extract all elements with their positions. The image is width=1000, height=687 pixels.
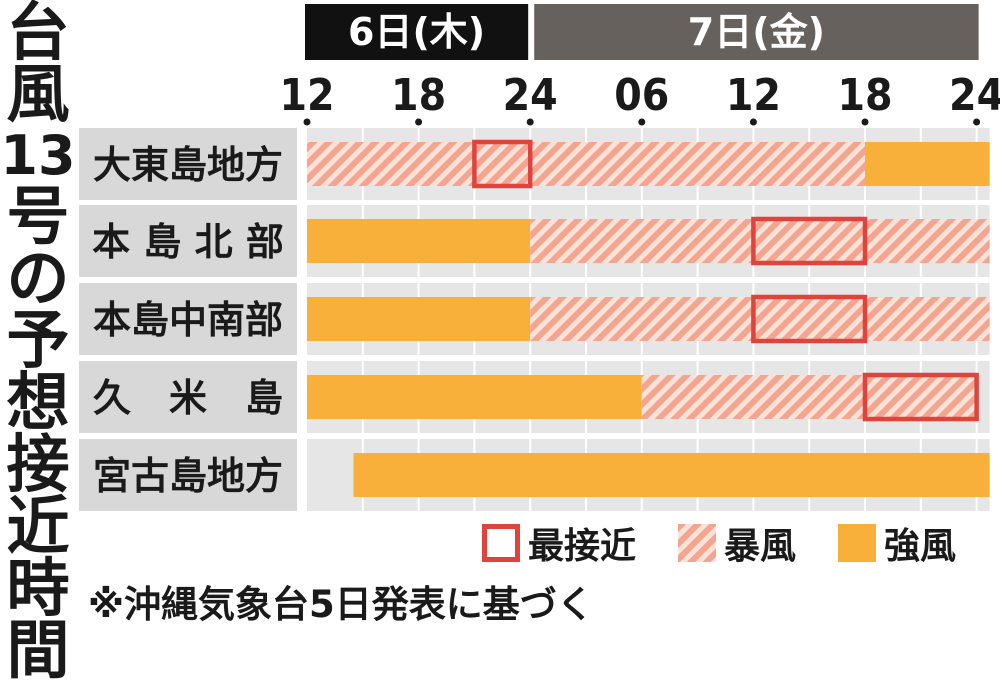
- x-tick-label: 12: [279, 70, 334, 121]
- x-tick-label: 24: [503, 70, 558, 121]
- strong-wind-segment: [307, 297, 531, 341]
- title-char: 近: [6, 490, 70, 563]
- closest-approach-box: [751, 294, 868, 344]
- strong-wind-segment: [865, 142, 990, 186]
- closest-approach-box: [472, 139, 533, 189]
- storm-segment: [307, 142, 865, 186]
- region-label: 大東島地方: [93, 143, 283, 187]
- x-tick-dot: [303, 118, 311, 126]
- x-tick-dot: [749, 118, 757, 126]
- region-label-bg: [79, 283, 297, 355]
- title-char: 予: [6, 304, 70, 377]
- strong-wind-segment: [307, 375, 642, 419]
- region-label: 宮古島地方: [93, 454, 283, 498]
- region-label: 本島中南部: [93, 298, 283, 342]
- strong-swatch: [838, 524, 877, 562]
- x-tick-label: 24: [949, 70, 1000, 121]
- region-label: 久 米 島: [93, 376, 283, 420]
- strong-wind-segment: [307, 219, 531, 263]
- day-header-bar: [534, 4, 979, 60]
- title-char: 13: [0, 124, 76, 187]
- legend-label-strong: 強風: [884, 526, 957, 567]
- x-tick-label: 18: [391, 70, 446, 121]
- region-label: 本 島 北 部: [92, 220, 284, 264]
- day-header-bar: [305, 4, 529, 60]
- x-tick-dot: [415, 118, 423, 126]
- legend-label-storm: 暴風: [724, 526, 797, 567]
- region-label-bg: [79, 205, 297, 277]
- closest-approach-box: [751, 216, 868, 266]
- x-tick-dot: [973, 118, 981, 126]
- title-char: の: [6, 242, 70, 315]
- title-char: 風: [6, 58, 70, 131]
- legend-item-storm: 暴風: [678, 517, 796, 569]
- region-label-bg: [79, 361, 297, 433]
- title-char: 時: [6, 552, 70, 625]
- storm-segment: [530, 219, 990, 263]
- title-char: 想: [6, 366, 70, 439]
- x-tick-label: 18: [837, 70, 892, 121]
- day-header-label: 7日(金): [688, 10, 825, 54]
- legend-item-strong: 強風: [838, 517, 956, 569]
- legend: 最接近 暴風 強風: [482, 518, 956, 568]
- x-tick-dot: [861, 118, 869, 126]
- x-tick-label: 12: [726, 70, 781, 121]
- region-label-bg: [79, 439, 297, 511]
- storm-swatch: [678, 524, 717, 562]
- storm-segment: [641, 375, 977, 419]
- strong-wind-segment: [353, 453, 990, 497]
- closest-swatch: [482, 524, 520, 562]
- legend-item-closest: 最接近: [482, 517, 636, 569]
- x-tick-dot: [638, 118, 646, 126]
- storm-segment: [530, 297, 990, 341]
- source-note: ※沖縄気象台5日発表に基づく: [88, 583, 594, 626]
- x-tick-label: 06: [614, 70, 669, 121]
- region-label-bg: [79, 128, 297, 200]
- chart-title: 台風 13 号の予想接近時間: [0, 0, 76, 687]
- title-char: 台: [6, 0, 70, 69]
- x-tick-dot: [526, 118, 534, 126]
- title-char: 間: [6, 614, 70, 687]
- legend-label-closest: 最接近: [528, 526, 637, 567]
- title-char: 接: [6, 428, 70, 501]
- title-char: 号: [6, 180, 70, 253]
- day-header-label: 6日(木): [348, 10, 485, 54]
- closest-approach-box: [862, 372, 979, 422]
